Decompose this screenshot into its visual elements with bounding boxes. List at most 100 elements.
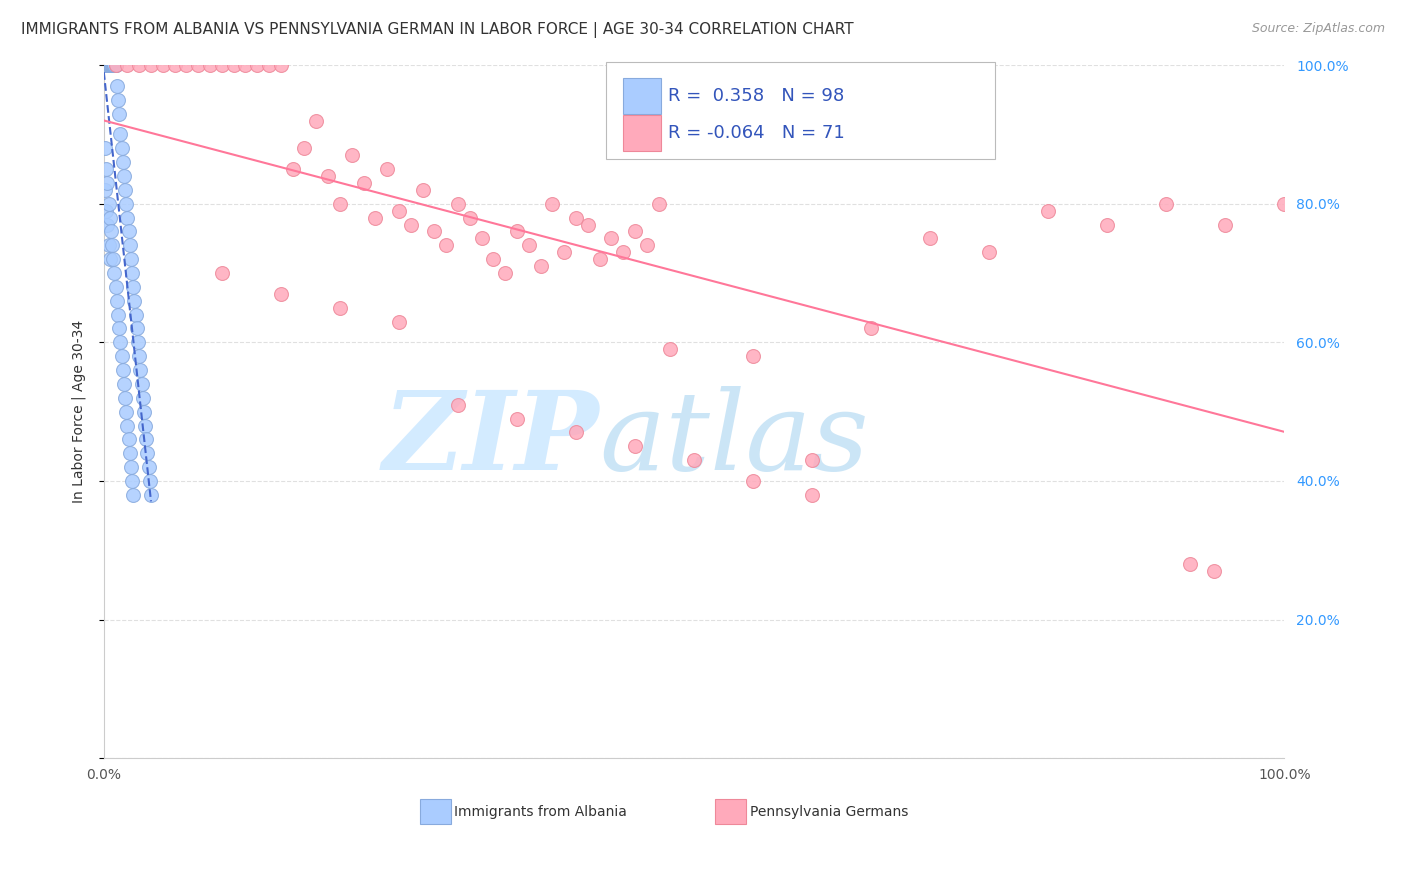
Point [112, 169, 135, 183]
Point [132, 391, 155, 405]
Point [1215, 218, 1237, 232]
Point [139, 488, 162, 502]
Point [96, 58, 118, 72]
Point [120, 460, 142, 475]
Point [920, 231, 942, 245]
Point [198, 58, 221, 72]
Point [576, 218, 599, 232]
Text: Immigrants from Albania: Immigrants from Albania [454, 805, 627, 819]
Point [136, 446, 159, 460]
Point [270, 286, 292, 301]
Point [104, 280, 127, 294]
Point [494, 266, 516, 280]
FancyBboxPatch shape [716, 799, 747, 824]
Point [124, 308, 146, 322]
Point [103, 266, 125, 280]
Point [176, 58, 198, 72]
Point [482, 252, 505, 267]
Point [117, 58, 139, 72]
Point [97, 238, 120, 252]
Text: IMMIGRANTS FROM ALBANIA VS PENNSYLVANIA GERMAN IN LABOR FORCE | AGE 30-34 CORREL: IMMIGRANTS FROM ALBANIA VS PENNSYLVANIA … [21, 22, 853, 38]
Point [163, 58, 186, 72]
Point [96, 203, 118, 218]
Text: ZIP: ZIP [382, 385, 599, 493]
Point [94, 58, 117, 72]
Point [114, 183, 136, 197]
Point [105, 78, 128, 93]
Point [131, 376, 153, 391]
Point [118, 446, 141, 460]
Point [1274, 196, 1296, 211]
Point [94, 58, 117, 72]
Point [187, 58, 209, 72]
Point [388, 314, 411, 328]
Point [588, 252, 610, 267]
Point [211, 266, 233, 280]
Point [96, 58, 118, 72]
Point [742, 474, 765, 488]
Point [94, 58, 117, 72]
Point [100, 58, 122, 72]
Point [1178, 557, 1201, 571]
Point [132, 405, 155, 419]
Text: atlas: atlas [599, 385, 869, 493]
Point [128, 349, 150, 363]
Point [353, 176, 375, 190]
Point [553, 245, 575, 260]
Point [565, 425, 588, 440]
Point [101, 58, 124, 72]
Point [124, 293, 146, 308]
Point [1038, 203, 1060, 218]
Point [447, 196, 470, 211]
Point [364, 211, 387, 225]
Point [659, 343, 682, 357]
Point [98, 58, 121, 72]
Point [111, 155, 134, 169]
Point [316, 169, 339, 183]
Point [94, 141, 117, 155]
Point [97, 58, 120, 72]
Point [94, 58, 117, 72]
Point [96, 58, 118, 72]
FancyBboxPatch shape [606, 62, 995, 159]
Point [96, 58, 118, 72]
Point [103, 58, 125, 72]
Point [97, 196, 120, 211]
Point [423, 224, 446, 238]
Point [647, 196, 669, 211]
Point [340, 148, 363, 162]
Point [329, 196, 352, 211]
Point [624, 224, 647, 238]
Y-axis label: In Labor Force | Age 30-34: In Labor Force | Age 30-34 [72, 320, 86, 503]
Point [110, 335, 132, 350]
Point [110, 349, 132, 363]
Point [100, 58, 122, 72]
Point [96, 58, 118, 72]
Text: R = -0.064   N = 71: R = -0.064 N = 71 [668, 124, 845, 142]
Point [94, 183, 117, 197]
Point [117, 433, 139, 447]
Point [270, 58, 292, 72]
Point [111, 363, 134, 377]
Point [103, 58, 125, 72]
Text: Pennsylvania Germans: Pennsylvania Germans [749, 805, 908, 819]
Point [447, 398, 470, 412]
Point [94, 58, 117, 72]
Point [127, 335, 149, 350]
Point [96, 58, 118, 72]
Text: Source: ZipAtlas.com: Source: ZipAtlas.com [1251, 22, 1385, 36]
Point [211, 58, 233, 72]
Point [115, 405, 138, 419]
Point [101, 238, 124, 252]
Point [152, 58, 174, 72]
Point [121, 474, 143, 488]
Point [96, 176, 118, 190]
Point [222, 58, 245, 72]
Point [108, 321, 131, 335]
Point [115, 196, 138, 211]
Point [683, 453, 706, 467]
Point [100, 58, 122, 72]
Point [329, 301, 352, 315]
Point [1202, 564, 1225, 578]
Point [434, 238, 457, 252]
